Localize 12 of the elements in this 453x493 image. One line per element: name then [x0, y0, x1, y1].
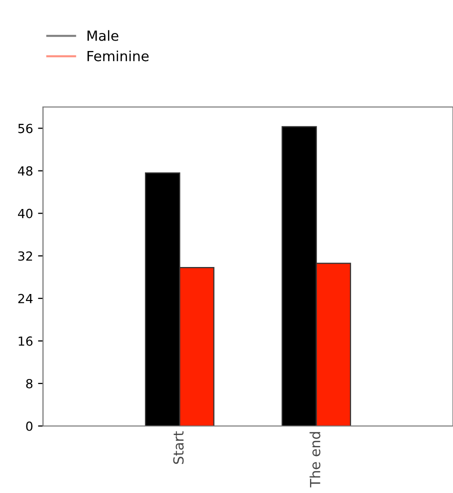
- y-tick-label: 8: [26, 378, 32, 388]
- y-tick-label: 16: [18, 336, 32, 346]
- y-tick-label: 40: [18, 208, 32, 218]
- legend-label: Feminine: [88, 50, 149, 62]
- legend-label: Male: [88, 30, 118, 41]
- y-tick-label: 0: [26, 421, 32, 431]
- y-tick-label: 48: [18, 166, 32, 176]
- y-tick-label: 56: [18, 124, 32, 134]
- x-tick-label: Start: [173, 431, 184, 464]
- x-tick-label: The end: [310, 432, 320, 488]
- y-tick-label: 24: [18, 294, 33, 304]
- y-tick-label: 32: [18, 251, 32, 261]
